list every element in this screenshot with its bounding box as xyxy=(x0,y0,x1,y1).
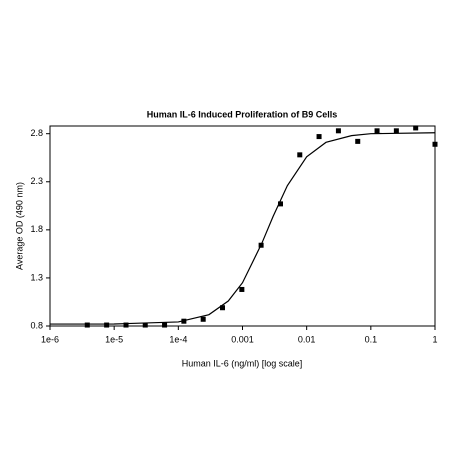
y-tick-label: 0.8 xyxy=(30,320,43,330)
chart-title: Human IL-6 Induced Proliferation of B9 C… xyxy=(147,109,338,119)
data-point xyxy=(220,305,226,311)
fit-curve xyxy=(49,132,436,325)
y-tick-label: 1.8 xyxy=(30,224,43,234)
data-point xyxy=(123,322,129,328)
data-point xyxy=(432,141,438,147)
y-tick-label: 2.3 xyxy=(30,176,43,186)
data-point xyxy=(297,152,303,158)
x-tick-label: 0.1 xyxy=(365,334,378,344)
data-point xyxy=(142,322,148,328)
data-point xyxy=(393,128,399,134)
x-tick-label: 1e-4 xyxy=(169,334,187,344)
x-axis-label: Human IL-6 (ng/ml) [log scale] xyxy=(182,358,303,368)
x-tick-label: 0.001 xyxy=(231,334,254,344)
data-point xyxy=(413,125,419,131)
data-point xyxy=(104,322,110,328)
data-point xyxy=(355,138,361,144)
y-axis-label: Average OD (490 nm) xyxy=(14,182,24,270)
data-point xyxy=(239,286,245,292)
data-point xyxy=(162,322,168,328)
y-tick-label: 1.3 xyxy=(30,272,43,282)
data-point xyxy=(277,201,283,207)
x-tick-label: 0.01 xyxy=(298,334,316,344)
data-point xyxy=(335,128,341,134)
data-point xyxy=(374,128,380,134)
data-point xyxy=(200,316,206,322)
x-tick-label: 1e-5 xyxy=(105,334,123,344)
y-tick-label: 2.8 xyxy=(30,128,43,138)
x-tick-label: 1e-6 xyxy=(41,334,59,344)
data-point xyxy=(316,134,322,140)
data-point xyxy=(84,322,90,328)
x-tick-label: 1 xyxy=(432,334,437,344)
